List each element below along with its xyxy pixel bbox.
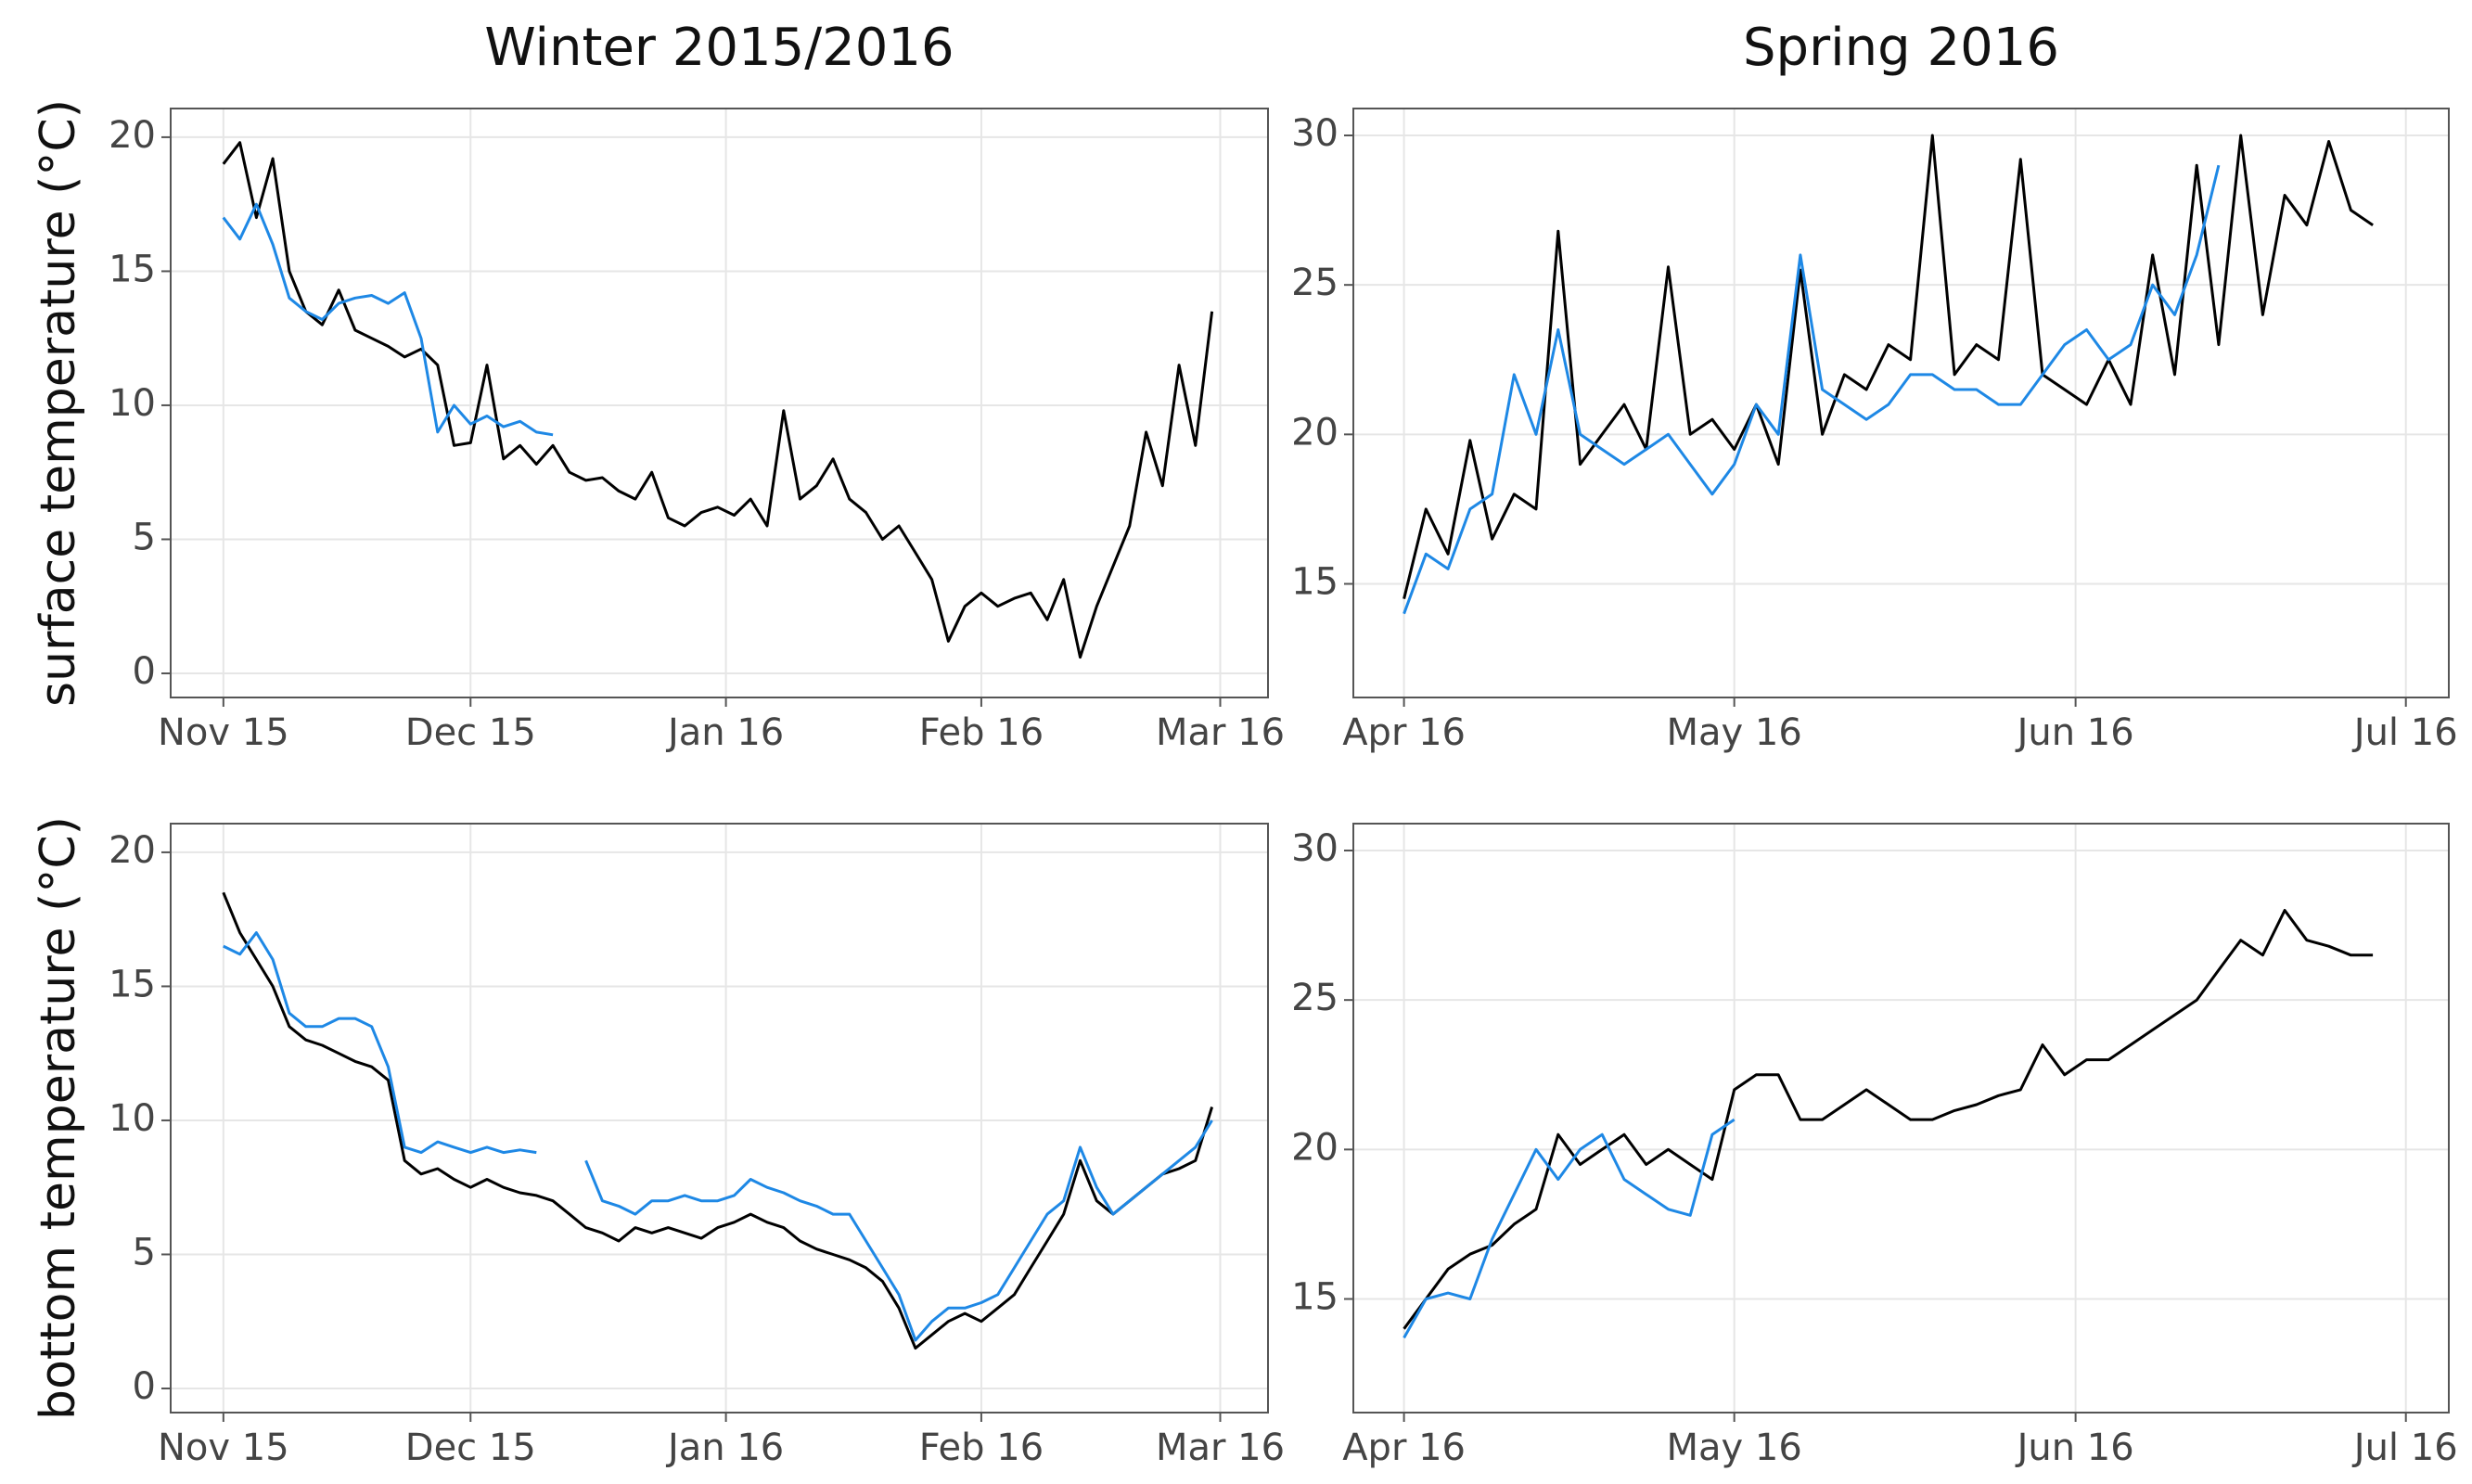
data-line [222, 141, 1214, 659]
data-line [1403, 134, 2374, 599]
x-tick-label: Mar 16 [1156, 1426, 1285, 1469]
x-tick-label: Nov 15 [158, 711, 289, 754]
data-line [222, 202, 554, 437]
y-tick-label: 15 [109, 248, 156, 290]
plot-panel [1353, 109, 2449, 697]
y-tick-label: 25 [1291, 262, 1338, 304]
x-tick-label: Dec 15 [405, 711, 536, 754]
x-tick-label: May 16 [1667, 1426, 1802, 1469]
panel-title: Winter 2015/2016 [484, 18, 954, 78]
y-axis-label: surface temperature (°C) [31, 99, 86, 707]
y-tick-label: 0 [133, 650, 156, 693]
x-tick-label: May 16 [1667, 711, 1802, 754]
plot-panel [171, 109, 1268, 697]
y-tick-label: 20 [1291, 1126, 1338, 1169]
y-tick-label: 15 [1291, 561, 1338, 604]
y-tick-label: 5 [133, 516, 156, 558]
x-tick-label: Dec 15 [405, 1426, 536, 1469]
y-tick-label: 15 [109, 963, 156, 1005]
y-tick-label: 10 [109, 1097, 156, 1140]
plot-border [170, 823, 1269, 1414]
y-tick-label: 25 [1291, 977, 1338, 1019]
plot-border [170, 108, 1269, 698]
y-tick-label: 30 [1291, 112, 1338, 155]
x-tick-label: Jan 16 [665, 1426, 784, 1469]
x-tick-label: Mar 16 [1156, 711, 1285, 754]
data-line [1403, 164, 2221, 615]
y-tick-label: 20 [109, 114, 156, 157]
x-tick-label: Nov 15 [158, 1426, 289, 1469]
x-tick-label: Jul 16 [2351, 1426, 2458, 1469]
y-tick-label: 20 [1291, 411, 1338, 454]
data-line [222, 891, 1214, 1350]
y-tick-label: 15 [1291, 1276, 1338, 1319]
data-line [1403, 909, 2374, 1330]
plot-panel [171, 824, 1268, 1413]
plot-panel [1353, 824, 2449, 1413]
y-tick-label: 30 [1291, 827, 1338, 870]
x-tick-label: Jul 16 [2351, 711, 2458, 754]
y-axis-label: bottom temperature (°C) [31, 816, 86, 1420]
data-line [223, 931, 1213, 1342]
plot-border [1352, 823, 2450, 1414]
y-tick-label: 20 [109, 829, 156, 872]
x-tick-label: Apr 16 [1342, 711, 1466, 754]
panel-title: Spring 2016 [1743, 18, 2059, 78]
x-tick-label: Jan 16 [665, 711, 784, 754]
data-line [1403, 1118, 1736, 1339]
plot-border [1352, 108, 2450, 698]
y-tick-label: 0 [133, 1365, 156, 1408]
y-tick-label: 5 [133, 1231, 156, 1273]
x-tick-label: Jun 16 [2015, 711, 2134, 754]
x-tick-label: Apr 16 [1342, 1426, 1466, 1469]
x-tick-label: Feb 16 [919, 1426, 1044, 1469]
x-tick-label: Feb 16 [919, 711, 1044, 754]
x-tick-label: Jun 16 [2015, 1426, 2134, 1469]
y-tick-label: 10 [109, 382, 156, 425]
